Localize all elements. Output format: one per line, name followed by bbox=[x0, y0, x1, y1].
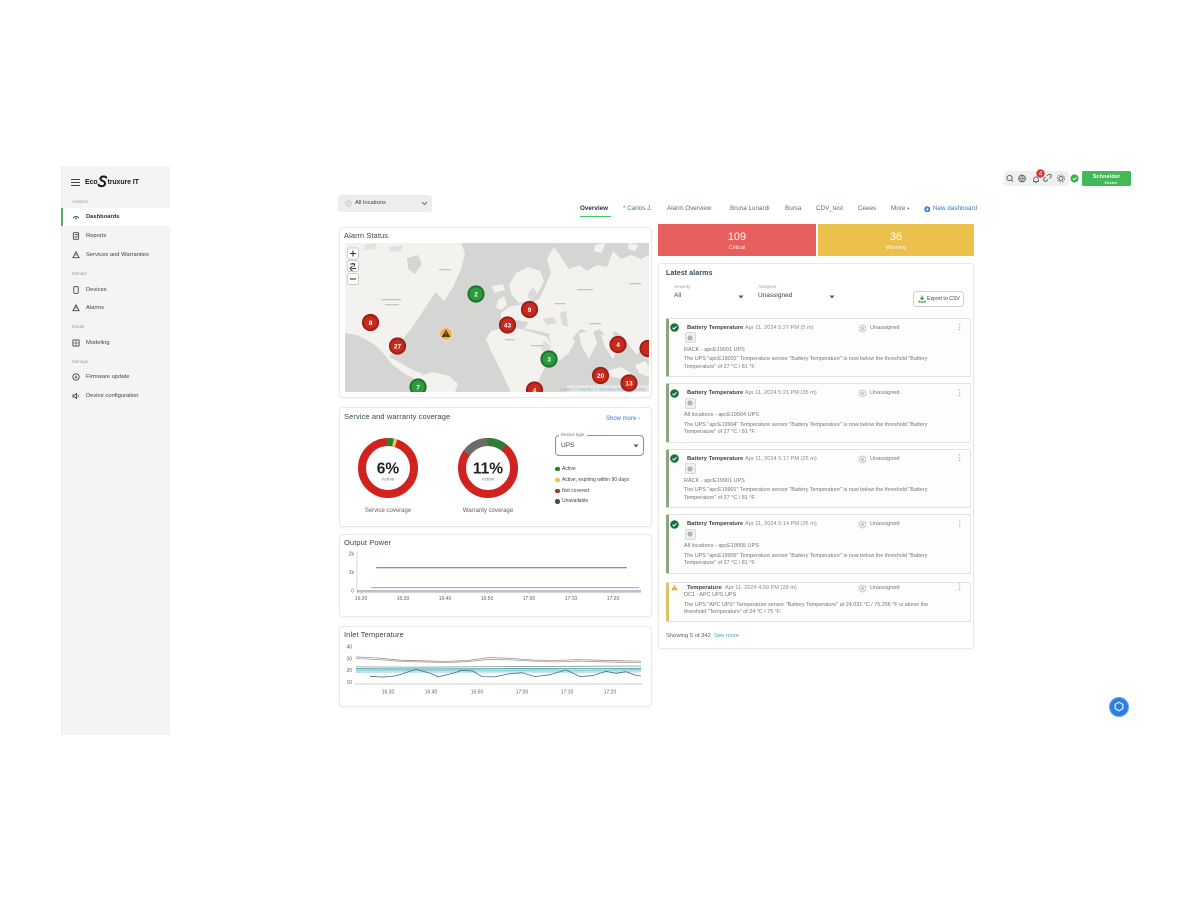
svg-text:1k: 1k bbox=[349, 570, 355, 576]
svg-text:10: 10 bbox=[346, 680, 352, 686]
svg-text:Active: Active bbox=[381, 476, 394, 482]
svg-text:30: 30 bbox=[346, 656, 352, 662]
svg-text:8: 8 bbox=[368, 320, 372, 327]
svg-text:43: 43 bbox=[503, 322, 511, 329]
svg-text:16:40: 16:40 bbox=[439, 596, 452, 602]
svg-text:17:10: 17:10 bbox=[565, 596, 578, 602]
svg-text:20: 20 bbox=[346, 668, 352, 674]
svg-text:9: 9 bbox=[527, 307, 531, 314]
svg-text:13: 13 bbox=[625, 380, 633, 387]
svg-text:16:30: 16:30 bbox=[382, 690, 395, 696]
svg-text:40: 40 bbox=[346, 645, 352, 651]
svg-text:16:40: 16:40 bbox=[425, 690, 438, 696]
svg-text:3: 3 bbox=[547, 356, 551, 363]
svg-text:17:10: 17:10 bbox=[561, 690, 574, 696]
svg-text:16:30: 16:30 bbox=[397, 596, 410, 602]
svg-text:20: 20 bbox=[596, 373, 604, 380]
svg-text:16:50: 16:50 bbox=[481, 596, 494, 602]
svg-text:17:20: 17:20 bbox=[604, 690, 617, 696]
svg-text:4: 4 bbox=[616, 342, 620, 349]
svg-text:Active: Active bbox=[481, 476, 494, 482]
svg-text:7: 7 bbox=[416, 384, 420, 391]
svg-text:4: 4 bbox=[532, 387, 536, 392]
svg-text:16:20: 16:20 bbox=[355, 596, 368, 602]
svg-text:11%: 11% bbox=[473, 460, 503, 477]
svg-text:2: 2 bbox=[474, 291, 478, 298]
svg-text:Leaflet | © MapTiler © OpenStr: Leaflet | © MapTiler © OpenStreetMap con… bbox=[560, 388, 646, 392]
svg-text:17:20: 17:20 bbox=[607, 596, 620, 602]
svg-text:4: 4 bbox=[1039, 172, 1043, 178]
svg-text:6%: 6% bbox=[377, 460, 400, 477]
svg-text:0: 0 bbox=[351, 589, 354, 595]
svg-text:2k: 2k bbox=[349, 552, 355, 558]
svg-text:17:00: 17:00 bbox=[523, 596, 536, 602]
svg-text:17:00: 17:00 bbox=[516, 690, 529, 696]
svg-text:16:50: 16:50 bbox=[471, 690, 484, 696]
svg-text:27: 27 bbox=[393, 343, 401, 350]
